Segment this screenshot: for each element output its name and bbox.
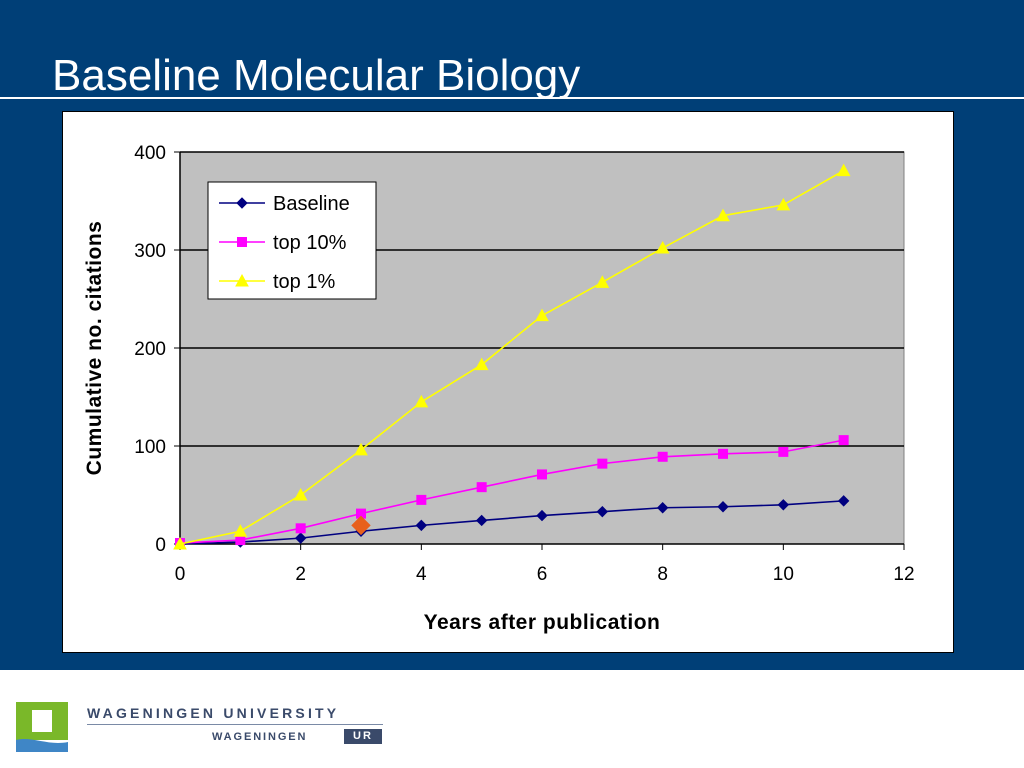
data-point-2 (233, 524, 248, 537)
data-point-1 (718, 448, 728, 459)
line-chart: 0 100 200 300 400 0 2 4 6 8 10 12 Baseline top 10% to… (83, 143, 915, 634)
legend-box (207, 181, 377, 300)
x-tick-label: 6 (537, 564, 548, 585)
data-point-0 (656, 502, 669, 514)
footer-ur-badge: UR (344, 729, 382, 744)
x-tick-label: 10 (773, 564, 794, 585)
slide-title: Baseline Molecular Biology (52, 51, 581, 100)
data-point-1 (838, 435, 849, 446)
x-tick-label: 8 (657, 564, 668, 585)
y-tick-label: 200 (134, 339, 166, 360)
data-point-2 (354, 442, 368, 456)
chart-frame: 0 100 200 300 400 0 2 4 6 8 10 12 Baseline top 10% to… (62, 111, 954, 653)
x-axis-title: Years after publication (424, 611, 661, 634)
axes: 0 100 200 300 400 0 2 4 6 8 10 12 (134, 143, 914, 585)
data-point-2 (716, 208, 730, 222)
y-tick-label: 400 (134, 143, 166, 164)
data-point-2 (595, 275, 610, 288)
y-tick-label: 0 (155, 535, 166, 556)
data-point-0 (837, 495, 850, 507)
data-point-1 (657, 451, 668, 462)
series-layer (173, 163, 851, 550)
data-point-2 (293, 487, 308, 501)
title-divider (0, 97, 1024, 99)
data-point-1 (778, 446, 789, 457)
series-line-2 (179, 169, 845, 545)
data-point-2 (836, 163, 851, 177)
data-point-0 (596, 505, 609, 518)
y-axis-title: Cumulative no. citations (83, 221, 106, 476)
x-tick-label: 0 (175, 564, 186, 585)
series-line-0 (179, 500, 844, 545)
y-tick-label: 100 (134, 437, 166, 458)
data-point-0 (777, 499, 790, 511)
data-point-2 (474, 357, 489, 371)
x-tick-label: 12 (893, 564, 914, 585)
x-tick-label: 4 (416, 564, 427, 585)
data-point-0 (475, 514, 488, 527)
legend-label: top 10% (273, 232, 347, 254)
data-point-2 (655, 240, 670, 254)
x-tick-label: 2 (295, 564, 306, 585)
data-point-0 (536, 509, 548, 522)
highlight-point (351, 515, 371, 536)
legend-label: top 1% (273, 271, 335, 293)
data-point-1 (295, 523, 306, 534)
y-tick-label: 300 (134, 241, 166, 262)
data-point-2 (173, 536, 187, 550)
series-line-1 (179, 439, 844, 544)
data-point-1 (235, 535, 246, 546)
footer-wageningen: WAGENINGEN (212, 731, 308, 743)
footer-bar (0, 670, 1024, 768)
data-point-1 (416, 494, 427, 505)
legend-marker (237, 237, 247, 247)
data-point-1 (476, 482, 487, 493)
legend-marker (236, 197, 248, 209)
data-point-0 (717, 501, 729, 513)
data-point-0 (415, 519, 428, 532)
legend: Baseline top 10% top 1% (207, 181, 377, 300)
footer-university-name: WAGENINGEN UNIVERSITY (87, 705, 340, 721)
legend-label: Baseline (273, 193, 350, 215)
data-point-1 (537, 469, 547, 480)
data-point-1 (597, 458, 608, 469)
wageningen-logo-icon (16, 702, 68, 752)
legend-marker (235, 273, 249, 287)
data-point-2 (776, 197, 791, 211)
data-point-2 (414, 394, 429, 408)
data-point-0 (294, 532, 307, 544)
footer-divider (87, 724, 383, 725)
data-point-2 (535, 308, 549, 322)
